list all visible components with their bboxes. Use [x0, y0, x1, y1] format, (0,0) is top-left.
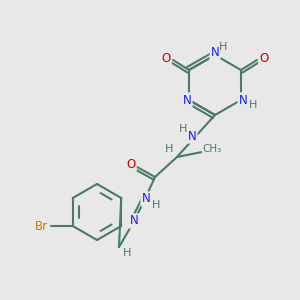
Text: H: H	[152, 200, 160, 210]
Text: H: H	[179, 124, 187, 134]
Text: H: H	[249, 100, 257, 110]
Text: O: O	[126, 158, 136, 170]
Text: N: N	[238, 94, 247, 106]
Text: H: H	[123, 248, 131, 258]
Text: N: N	[211, 46, 219, 59]
Text: H: H	[219, 42, 227, 52]
Text: Br: Br	[35, 220, 48, 232]
Text: N: N	[183, 94, 191, 106]
Text: N: N	[130, 214, 138, 227]
Text: N: N	[188, 130, 196, 142]
Text: CH₃: CH₃	[202, 144, 222, 154]
Text: O: O	[260, 52, 268, 64]
Text: H: H	[165, 144, 173, 154]
Text: N: N	[142, 193, 150, 206]
Text: O: O	[161, 52, 171, 64]
